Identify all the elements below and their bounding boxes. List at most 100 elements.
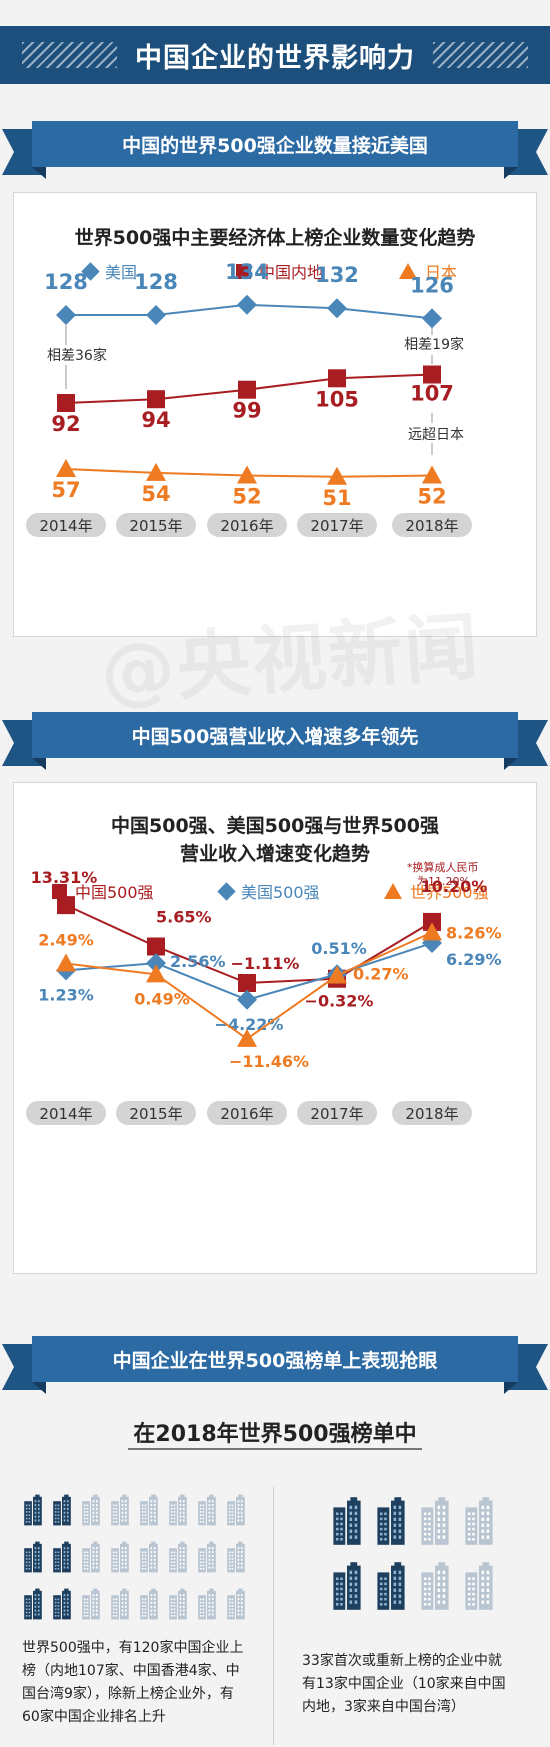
building-cell — [22, 1539, 44, 1579]
legend-item-china500: 中国500强 — [52, 879, 154, 903]
building-cell — [80, 1492, 102, 1532]
building-cell — [109, 1586, 131, 1626]
chart2-plot: 13.31% 5.65% −1.11% −0.32% 10.20% 1.23% 2.56% −… — [26, 860, 502, 1125]
building-cell — [225, 1539, 247, 1579]
building-icon — [377, 1562, 405, 1610]
building-icon — [227, 1541, 245, 1573]
annotation-gap-2014: 相差36家 — [47, 347, 107, 364]
annotation-gap-2018: 相差19家 — [404, 336, 464, 353]
point-2-0 — [56, 459, 76, 477]
building-cell — [196, 1586, 218, 1626]
building-cell — [80, 1539, 102, 1579]
building-cell — [418, 1557, 452, 1619]
point-1-4 — [423, 365, 441, 384]
top-banner: 中国企业的世界影响力 — [0, 26, 550, 84]
point-1-3 — [328, 369, 346, 388]
rev-data-label-2-0: 2.49% — [38, 931, 94, 950]
building-cell — [51, 1539, 73, 1579]
point-0-3 — [327, 298, 347, 319]
data-label-2-3: 51 — [322, 486, 351, 510]
legend-item-japan: 日本 — [399, 259, 457, 283]
building-icon — [333, 1497, 361, 1545]
building-cell — [418, 1492, 452, 1554]
building-icon — [53, 1588, 71, 1620]
building-cell — [167, 1586, 189, 1626]
square-marker-icon — [52, 883, 67, 899]
year-pill-0 — [26, 513, 106, 537]
chart1-title: 世界500强中主要经济体上榜企业数量变化趋势 — [74, 227, 476, 249]
legend-item-usa: 美国 — [81, 259, 137, 283]
rev-note-line1: *换算成人民币 — [407, 860, 479, 874]
data-label-2-4: 52 — [417, 485, 446, 509]
point-2-4 — [422, 465, 442, 484]
point-0-2 — [237, 294, 257, 315]
chart2-panel: 中国500强、美国500强与世界500强 营业收入增速变化趋势 中国500强 美… — [13, 782, 537, 1274]
data-label-0-4: 126 — [410, 273, 454, 297]
building-icon — [111, 1541, 129, 1573]
rev-tick-label-0: 2014年 — [39, 1105, 92, 1123]
triangle-marker-icon — [384, 883, 402, 899]
rev-data-label-0-1: 5.65% — [156, 907, 212, 926]
building-cell — [22, 1586, 44, 1626]
point-1-0 — [57, 394, 75, 412]
section3-ribbon: 中国企业在世界500强榜单上表现抢眼 — [2, 1336, 548, 1394]
rev-data-label-2-1: 0.49% — [134, 989, 190, 1008]
chart1-panel: 世界500强中主要经济体上榜企业数量变化趋势 美国 中国内地 日本 相差36家 相… — [13, 192, 537, 637]
building-cell — [462, 1557, 496, 1619]
building-icon — [227, 1588, 245, 1620]
year-pill-1 — [116, 513, 196, 537]
building-icon — [333, 1562, 361, 1610]
rev-note-line2: 为11.20% — [417, 875, 470, 888]
rev-data-label-0-2: −1.11% — [231, 954, 300, 973]
rev-year-pill-0 — [26, 1101, 106, 1125]
tick-label-1: 2015年 — [129, 517, 182, 535]
building-cell — [109, 1492, 131, 1532]
building-cell — [225, 1492, 247, 1532]
building-cell — [51, 1492, 73, 1532]
rev-point-2-1 — [146, 964, 166, 983]
point-1-1 — [147, 390, 165, 409]
building-icon — [421, 1497, 449, 1545]
rev-year-pill-1 — [116, 1101, 196, 1125]
section1-ribbon: 中国的世界500强企业数量接近美国 — [2, 121, 548, 179]
data-label-2-2: 52 — [232, 485, 261, 509]
building-cell — [22, 1492, 44, 1532]
page-title: 中国企业的世界影响力 — [135, 42, 415, 74]
building-icon — [111, 1494, 129, 1526]
section2-ribbon: 中国500强营业收入增速多年领先 — [2, 712, 548, 770]
year-pill-4 — [392, 513, 472, 537]
rev-tick-label-2: 2016年 — [220, 1105, 273, 1123]
building-icon — [169, 1494, 187, 1526]
building-icon — [82, 1541, 100, 1573]
tick-label-2: 2016年 — [220, 517, 273, 535]
building-cell — [138, 1539, 160, 1579]
building-cell — [225, 1586, 247, 1626]
data-label-1-4: 107 — [410, 382, 454, 406]
rev-point-0-4 — [423, 912, 441, 931]
left-caption: 世界500强中，有120家中国企业上 榜（内地107家、中国香港4家、中 国台湾… — [22, 1640, 244, 1725]
point-0-0 — [56, 305, 76, 325]
data-label-2-1: 54 — [141, 482, 170, 506]
section3-heading: 在2018年世界500强榜单中 — [0, 1416, 550, 1450]
building-cell — [374, 1557, 408, 1619]
rev-data-label-1-3: 0.51% — [311, 939, 367, 958]
building-cell — [374, 1492, 408, 1554]
building-icon — [82, 1588, 100, 1620]
legend-item-china: 中国内地 — [236, 259, 323, 283]
section3-ribbon-text: 中国企业在世界500强榜单上表现抢眼 — [32, 1336, 518, 1382]
rev-point-2-0 — [56, 953, 76, 972]
data-label-0-2: 134 — [225, 260, 269, 284]
heading-underline — [128, 1448, 422, 1450]
legend-item-usa500: 美国500强 — [217, 879, 320, 903]
building-icon — [377, 1497, 405, 1545]
data-label-0-3: 132 — [315, 263, 359, 287]
section1-ribbon-text: 中国的世界500强企业数量接近美国 — [32, 121, 518, 167]
point-1-2 — [238, 380, 256, 399]
rev-year-pill-3 — [297, 1101, 377, 1125]
rev-point-1-2 — [237, 989, 257, 1010]
point-2-1 — [146, 462, 166, 481]
building-icon — [198, 1541, 216, 1573]
rev-point-0-0 — [57, 896, 75, 915]
building-icon — [140, 1494, 158, 1526]
